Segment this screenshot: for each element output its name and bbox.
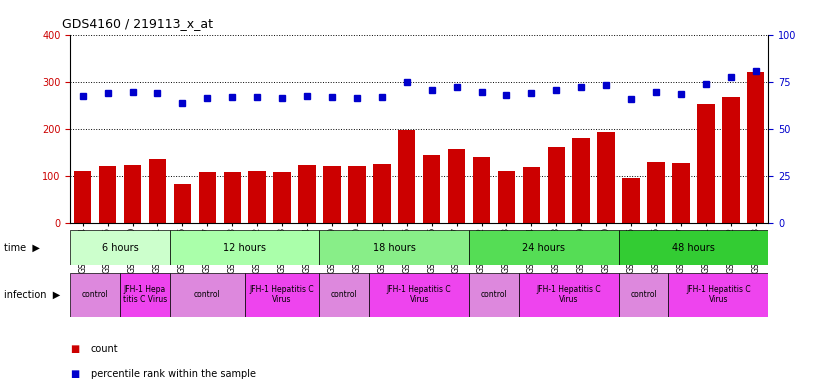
Bar (469, 230, 619, 265)
Bar (173, 184, 191, 223)
Bar (323, 166, 340, 223)
Bar (244, 273, 320, 317)
Text: 18 hours: 18 hours (373, 243, 415, 253)
Text: control: control (630, 290, 657, 299)
Bar (149, 159, 166, 223)
Bar (519, 273, 619, 317)
Bar (124, 166, 141, 223)
Text: 48 hours: 48 hours (672, 243, 714, 253)
Bar (668, 273, 768, 317)
Bar (273, 172, 291, 223)
Text: JFH-1 Hepa
titis C Virus: JFH-1 Hepa titis C Virus (123, 285, 167, 305)
Text: JFH-1 Hepatitis C
Virus: JFH-1 Hepatitis C Virus (536, 285, 601, 305)
Text: 12 hours: 12 hours (223, 243, 266, 253)
Text: infection  ▶: infection ▶ (4, 290, 60, 300)
Bar (224, 172, 241, 223)
Bar (448, 149, 465, 223)
Text: ■: ■ (70, 344, 79, 354)
Text: count: count (91, 344, 118, 354)
Text: control: control (481, 290, 507, 299)
Bar (348, 166, 366, 223)
Bar (697, 104, 714, 223)
Bar (672, 162, 690, 223)
Bar (722, 97, 739, 223)
Text: ■: ■ (70, 369, 79, 379)
Bar (99, 166, 116, 223)
Bar (548, 147, 565, 223)
Bar (597, 132, 615, 223)
Bar (298, 165, 316, 223)
Bar (398, 130, 415, 223)
Text: 6 hours: 6 hours (102, 243, 139, 253)
Bar (648, 162, 665, 223)
Bar (249, 171, 266, 223)
Text: JFH-1 Hepatitis C
Virus: JFH-1 Hepatitis C Virus (249, 285, 315, 305)
Text: 24 hours: 24 hours (522, 243, 565, 253)
Bar (472, 157, 491, 223)
Text: control: control (82, 290, 108, 299)
Text: control: control (194, 290, 221, 299)
Bar (70, 230, 170, 265)
Text: GDS4160 / 219113_x_at: GDS4160 / 219113_x_at (62, 17, 213, 30)
Bar (469, 273, 519, 317)
Bar (120, 273, 170, 317)
Bar (320, 230, 469, 265)
Bar (622, 178, 640, 223)
Bar (619, 273, 668, 317)
Bar (498, 171, 515, 223)
Text: control: control (331, 290, 358, 299)
Bar (572, 138, 590, 223)
Bar (523, 167, 540, 223)
Bar (74, 171, 92, 223)
Bar (198, 172, 216, 223)
Bar (170, 273, 244, 317)
Text: JFH-1 Hepatitis C
Virus: JFH-1 Hepatitis C Virus (686, 285, 751, 305)
Bar (170, 230, 320, 265)
Bar (70, 273, 120, 317)
Bar (423, 156, 440, 223)
Text: percentile rank within the sample: percentile rank within the sample (91, 369, 256, 379)
Bar (369, 273, 469, 317)
Text: time  ▶: time ▶ (4, 243, 40, 253)
Bar (320, 273, 369, 317)
Bar (619, 230, 768, 265)
Bar (747, 72, 764, 223)
Bar (373, 164, 391, 223)
Text: JFH-1 Hepatitis C
Virus: JFH-1 Hepatitis C Virus (387, 285, 452, 305)
